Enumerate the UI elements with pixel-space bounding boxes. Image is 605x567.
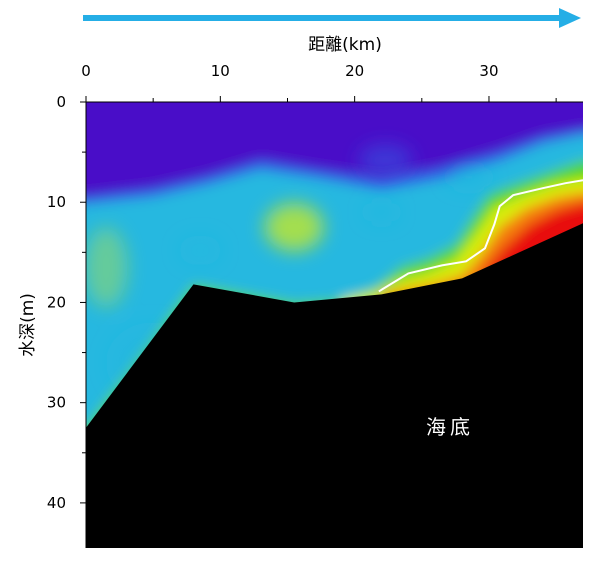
x-axis-title: 距離(km) [308, 35, 382, 55]
x-tick-label: 0 [81, 62, 91, 80]
plot-area [86, 102, 583, 548]
x-tick-label: 30 [479, 62, 498, 80]
y-tick-label: 40 [47, 494, 66, 512]
highlight-1 [86, 227, 128, 308]
x-tick-label: 10 [211, 62, 230, 80]
highlight-5 [178, 235, 222, 266]
highlight-2 [358, 144, 413, 177]
y-tick-label: 10 [47, 193, 66, 211]
direction-arrow [83, 8, 581, 28]
highlight-3 [447, 166, 491, 189]
tick-labels: 0 10 20 30 0 10 20 30 40 [47, 62, 499, 512]
x-tick-label: 20 [345, 62, 364, 80]
y-tick-label: 20 [47, 293, 66, 311]
highlight-0 [264, 203, 324, 252]
seabed-label: 海底 [426, 415, 474, 439]
highlight-4 [365, 202, 398, 223]
contour-line [378, 179, 583, 293]
ticks [80, 96, 557, 504]
axes [85, 101, 583, 548]
seabed-area [86, 223, 583, 548]
y-tick-label: 0 [56, 93, 66, 111]
y-tick-label: 30 [47, 394, 66, 412]
y-axis-title: 水深(m) [18, 293, 38, 357]
